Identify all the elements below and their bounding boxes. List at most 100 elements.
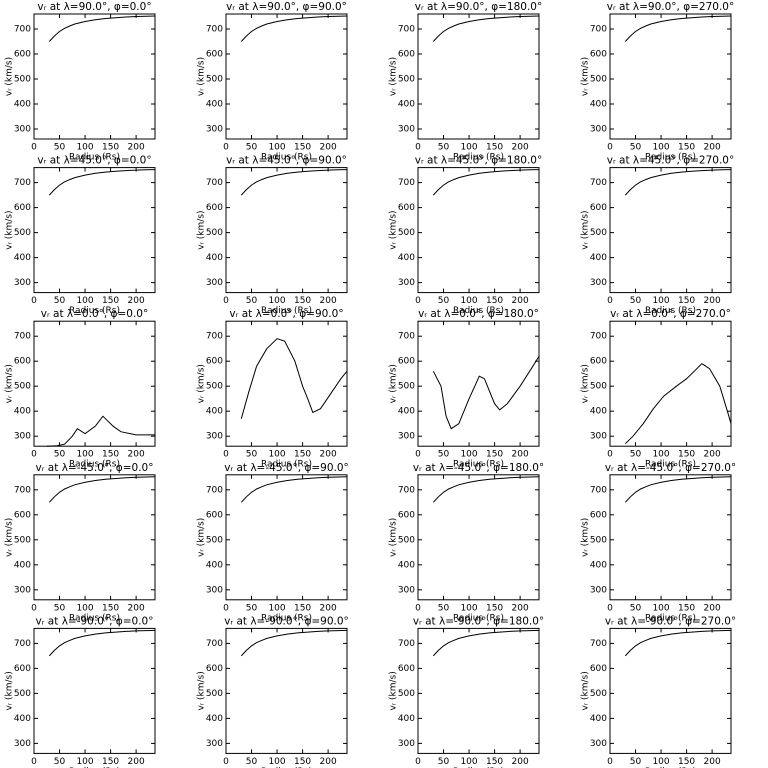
x-axis-label: Radius (Rs): [645, 306, 696, 316]
y-tick-label: 300: [398, 739, 415, 749]
y-tick-label: 500: [590, 689, 607, 699]
data-line: [240, 169, 348, 196]
x-tick-label: 200: [512, 450, 529, 460]
plot-frame: [417, 13, 540, 140]
x-tick-label: 50: [630, 757, 642, 767]
x-tick-label: 100: [460, 450, 477, 460]
y-tick-label: 400: [398, 253, 415, 263]
plot-frame: [417, 320, 540, 447]
y-tick-label: 400: [14, 407, 31, 417]
x-tick-label: 150: [486, 450, 503, 460]
y-tick-label: 700: [14, 639, 31, 649]
y-tick-label: 400: [590, 560, 607, 570]
plot-frame: [225, 627, 348, 754]
x-axis-label: Radius (Rs): [261, 613, 312, 623]
x-tick-label: 150: [294, 603, 311, 613]
y-axis-label: vᵣ (km/s): [581, 671, 591, 710]
chart-title: vᵣ at λ=90.0°, φ=270.0°: [607, 1, 735, 13]
y-tick-label: 700: [206, 178, 223, 188]
y-tick-label: 400: [590, 714, 607, 724]
x-tick-label: 100: [652, 757, 669, 767]
y-tick-label: 600: [14, 510, 31, 520]
x-tick-label: 200: [128, 603, 145, 613]
y-tick-label: 700: [206, 485, 223, 495]
plot-frame: [33, 627, 156, 754]
y-tick-label: 600: [14, 357, 31, 367]
x-tick-label: 0: [607, 143, 613, 153]
y-axis-label: vᵣ (km/s): [581, 364, 591, 403]
x-tick-label: 150: [294, 296, 311, 306]
data-line: [432, 629, 540, 657]
y-tick-label: 600: [590, 203, 607, 213]
x-tick-label: 200: [320, 603, 337, 613]
x-tick-label: 100: [460, 603, 477, 613]
x-tick-label: 50: [438, 143, 450, 153]
y-axis-label: vᵣ (km/s): [197, 518, 207, 557]
x-tick-label: 50: [630, 603, 642, 613]
y-tick-label: 500: [206, 228, 223, 238]
y-tick-label: 300: [14, 739, 31, 749]
y-tick-label: 500: [206, 535, 223, 545]
x-tick-label: 0: [415, 757, 421, 767]
data-line: [240, 476, 348, 503]
x-tick-label: 50: [246, 603, 258, 613]
data-line: [624, 363, 732, 445]
plot-frame: [417, 627, 540, 754]
x-tick-label: 200: [704, 296, 721, 306]
chart-title: vᵣ at λ=-45.0°, φ=180.0°: [413, 462, 544, 474]
y-axis-label: vᵣ (km/s): [389, 57, 399, 96]
x-axis-label: Radius (Rs): [453, 460, 504, 470]
plot-frame: [609, 167, 732, 294]
y-tick-label: 300: [398, 585, 415, 595]
chart-title: vᵣ at λ=-45.0°, φ=270.0°: [605, 462, 736, 474]
x-tick-label: 200: [704, 603, 721, 613]
x-tick-label: 100: [652, 450, 669, 460]
x-tick-label: 150: [102, 143, 119, 153]
y-axis-label: vᵣ (km/s): [581, 57, 591, 96]
x-tick-label: 50: [246, 757, 258, 767]
y-tick-label: 500: [398, 382, 415, 392]
y-tick-label: 500: [14, 689, 31, 699]
plot-frame: [417, 167, 540, 294]
chart-title: vᵣ at λ=-45.0°, φ=90.0°: [224, 462, 349, 474]
x-tick-label: 50: [246, 450, 258, 460]
x-tick-label: 200: [128, 757, 145, 767]
data-line: [624, 169, 732, 196]
y-tick-label: 400: [590, 100, 607, 110]
chart-title: vᵣ at λ=45.0°, φ=180.0°: [415, 155, 543, 167]
x-tick-label: 0: [415, 143, 421, 153]
x-tick-label: 0: [223, 603, 229, 613]
x-tick-label: 200: [704, 143, 721, 153]
x-tick-label: 0: [31, 603, 37, 613]
y-axis-label: vᵣ (km/s): [197, 671, 207, 710]
chart-title: vᵣ at λ=-90.0°, φ=0.0°: [36, 615, 154, 627]
x-tick-label: 0: [31, 296, 37, 306]
plot-frame: [225, 320, 348, 447]
x-axis-label: Radius (Rs): [261, 460, 312, 470]
x-tick-label: 100: [76, 296, 93, 306]
y-tick-label: 700: [14, 485, 31, 495]
y-tick-label: 600: [14, 203, 31, 213]
y-tick-label: 700: [206, 639, 223, 649]
y-tick-label: 700: [206, 25, 223, 35]
y-tick-label: 600: [14, 664, 31, 674]
x-tick-label: 0: [607, 603, 613, 613]
x-tick-label: 50: [54, 143, 66, 153]
x-axis-label: Radius (Rs): [453, 153, 504, 163]
x-tick-label: 150: [486, 757, 503, 767]
chart-title: vᵣ at λ=-90.0°, φ=270.0°: [605, 615, 736, 627]
y-tick-label: 400: [206, 560, 223, 570]
data-line: [48, 629, 156, 657]
chart-title: vᵣ at λ=-90.0°, φ=180.0°: [413, 615, 544, 627]
y-tick-label: 700: [14, 332, 31, 342]
x-tick-label: 150: [486, 603, 503, 613]
y-tick-label: 600: [590, 664, 607, 674]
x-tick-label: 150: [102, 296, 119, 306]
chart-title: vᵣ at λ=45.0°, φ=0.0°: [37, 155, 151, 167]
chart-title: vᵣ at λ=45.0°, φ=90.0°: [226, 155, 347, 167]
x-tick-label: 200: [128, 143, 145, 153]
chart-title: vᵣ at λ=0.0°, φ=0.0°: [41, 308, 148, 320]
x-axis-label: Radius (Rs): [69, 306, 120, 316]
y-tick-label: 500: [206, 689, 223, 699]
data-line: [432, 476, 540, 503]
